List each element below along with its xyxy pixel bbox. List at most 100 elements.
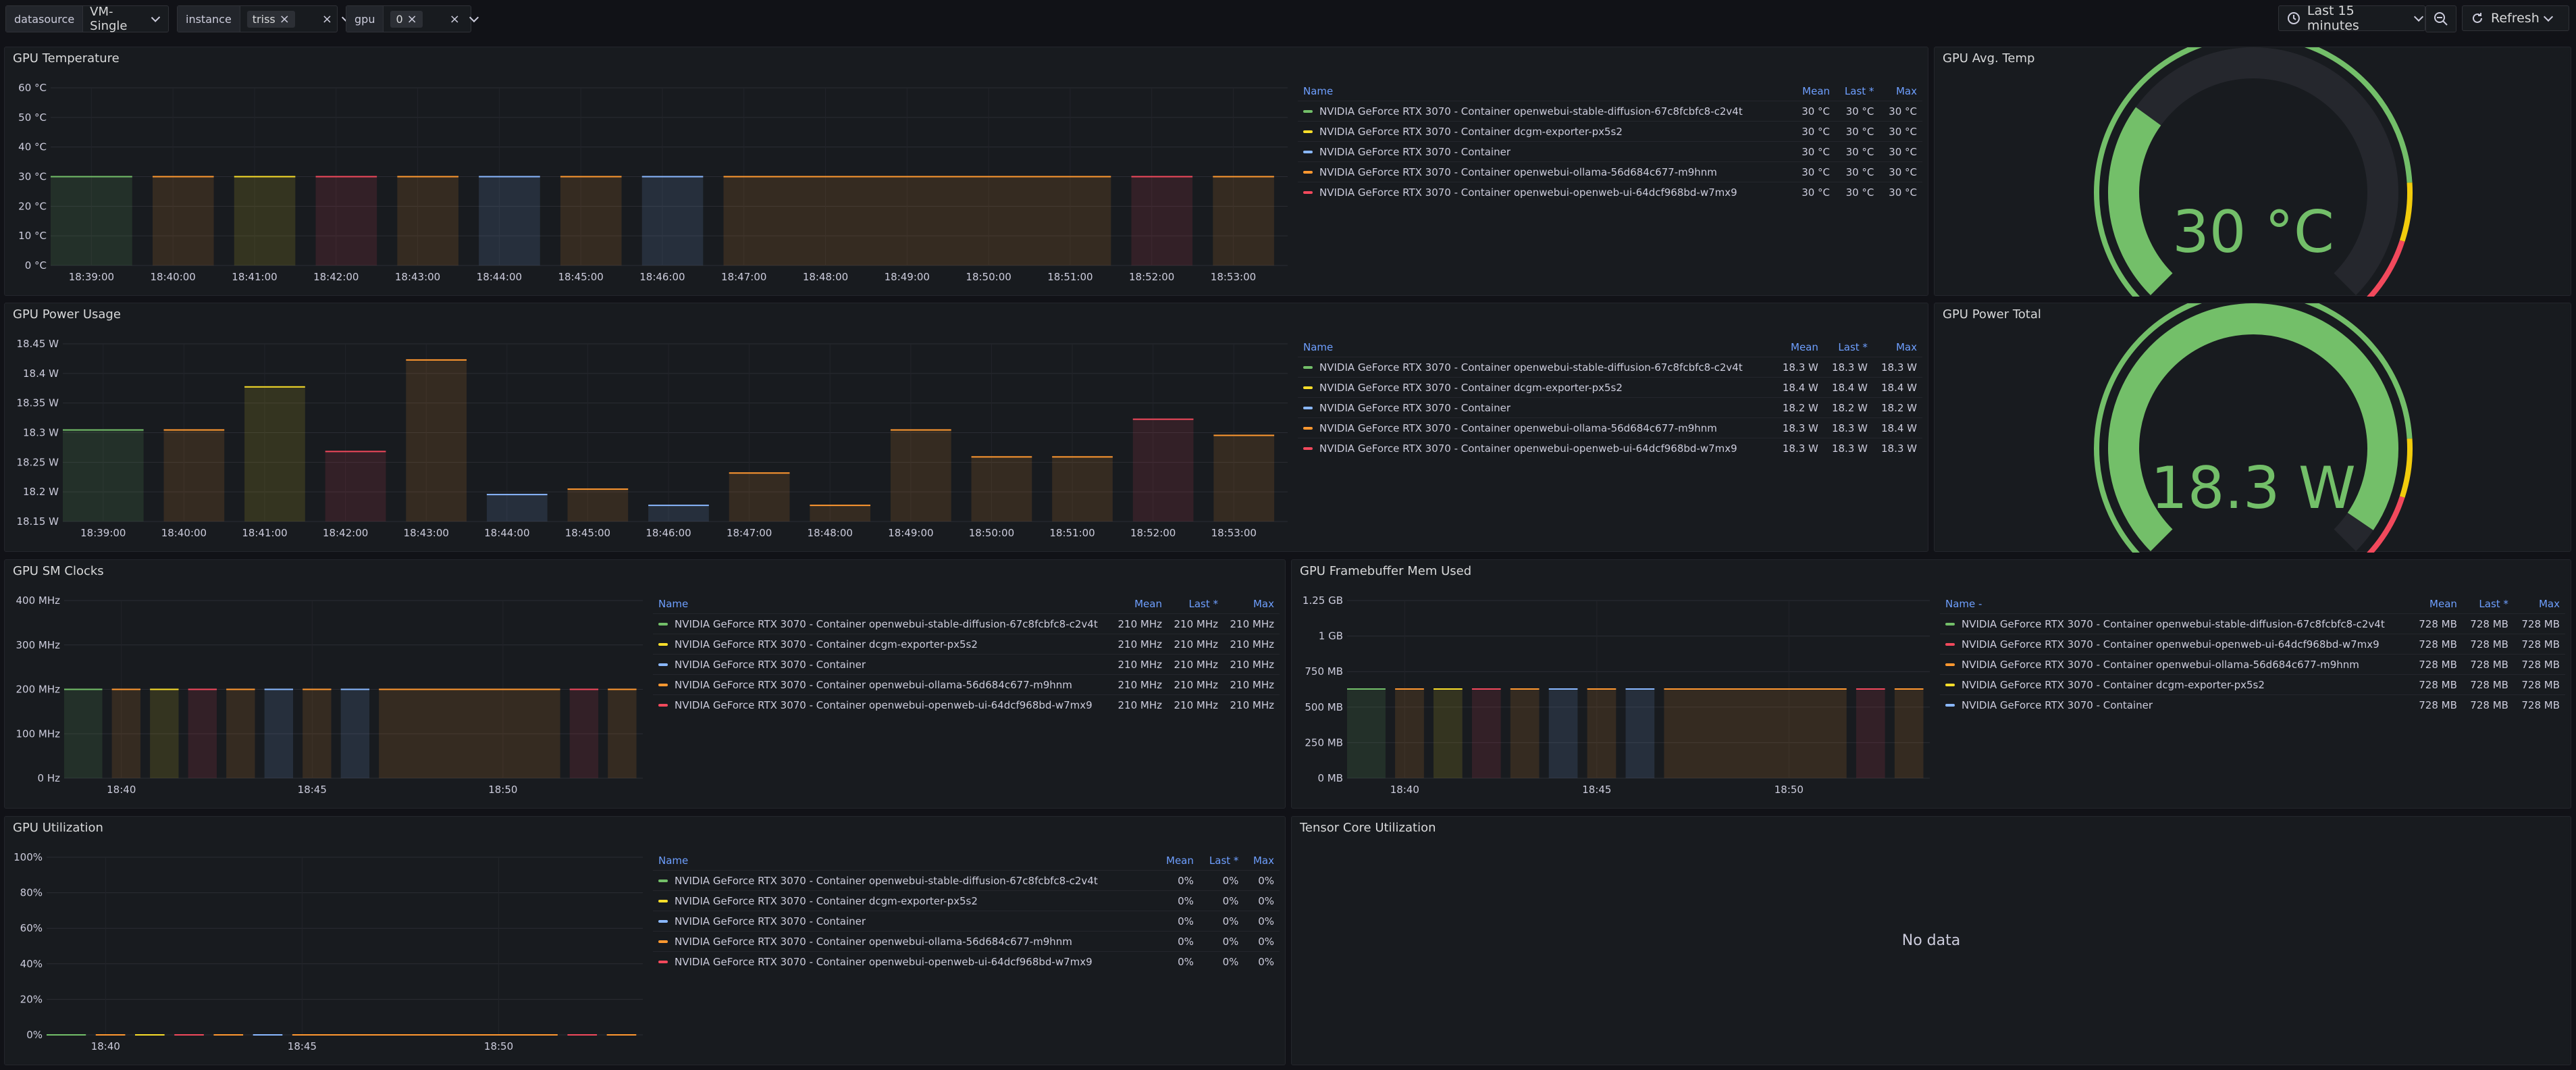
datasource-variable[interactable]: datasource VM-Single [5,5,169,33]
legend-row[interactable]: NVIDIA GeForce RTX 3070 - Container 30 °C… [1298,141,1922,162]
legend-header[interactable]: Name [1303,340,1334,353]
series-name[interactable]: NVIDIA GeForce RTX 3070 - Container open… [1319,422,1717,434]
series-name[interactable]: NVIDIA GeForce RTX 3070 - Container open… [675,955,1093,968]
legend-row[interactable]: NVIDIA GeForce RTX 3070 - Container open… [1298,161,1922,182]
legend-row[interactable]: NVIDIA GeForce RTX 3070 - Container dcgm… [1298,121,1922,142]
legend-row[interactable]: NVIDIA GeForce RTX 3070 - Container open… [653,951,1280,971]
gpu-power-usage-chart[interactable]: 18.45 W 18.4 W 18.35 W 18.3 W 18.25 W 18.2 W 1… [5,330,1294,550]
panel-title: GPU SM Clocks [13,564,104,578]
series-name[interactable]: NVIDIA GeForce RTX 3070 - Container dcgm… [1319,125,1623,138]
series-name[interactable]: NVIDIA GeForce RTX 3070 - Container open… [675,698,1093,711]
series-name[interactable]: NVIDIA GeForce RTX 3070 - Container open… [675,874,1098,887]
zoom-out-button[interactable] [2425,5,2456,32]
legend-header[interactable]: Last * [1188,597,1218,610]
legend-row[interactable]: NVIDIA GeForce RTX 3070 - Container 728 M… [1940,694,2565,715]
legend-row[interactable]: NVIDIA GeForce RTX 3070 - Container open… [1940,654,2565,675]
legend-row[interactable]: NVIDIA GeForce RTX 3070 - Container open… [1940,634,2565,655]
legend-row[interactable]: NVIDIA GeForce RTX 3070 - Container open… [653,870,1280,891]
legend-header[interactable]: Last * [1838,340,1868,353]
series-name[interactable]: NVIDIA GeForce RTX 3070 - Container [675,915,866,927]
legend-header[interactable]: Mean [1791,340,1818,353]
legend-row[interactable]: NVIDIA GeForce RTX 3070 - Container open… [653,931,1280,952]
legend-row[interactable]: NVIDIA GeForce RTX 3070 - Container open… [1298,417,1922,438]
chevron-down-icon[interactable] [469,12,479,23]
legend-row[interactable]: NVIDIA GeForce RTX 3070 - Container open… [1298,357,1922,378]
legend-header[interactable]: Last * [1844,84,1874,97]
legend-header[interactable]: Mean [2429,597,2457,610]
time-range-picker[interactable]: Last 15 minutes [2278,3,2425,33]
legend-row[interactable]: NVIDIA GeForce RTX 3070 - Container dcgm… [1940,674,2565,695]
series-name[interactable]: NVIDIA GeForce RTX 3070 - Container open… [1319,165,1717,178]
series-name[interactable]: NVIDIA GeForce RTX 3070 - Container [1962,698,2153,711]
series-name[interactable]: NVIDIA GeForce RTX 3070 - Container open… [675,678,1072,691]
legend-header[interactable]: Max [1253,854,1274,867]
series-name[interactable]: NVIDIA GeForce RTX 3070 - Container [675,658,866,671]
legend-row[interactable]: NVIDIA GeForce RTX 3070 - Container 210 M… [653,654,1280,675]
series-name[interactable]: NVIDIA GeForce RTX 3070 - Container open… [675,617,1098,630]
legend-row[interactable]: NVIDIA GeForce RTX 3070 - Container open… [1298,101,1922,122]
series-name[interactable]: NVIDIA GeForce RTX 3070 - Container open… [1962,638,2380,651]
gauge-value-arc [2108,303,2398,551]
series-name[interactable]: NVIDIA GeForce RTX 3070 - Container [1319,401,1511,414]
legend-header[interactable]: Name [1303,84,1334,97]
remove-icon[interactable]: × [406,11,417,26]
legend-header[interactable]: Name [658,854,689,867]
instance-variable[interactable]: instance triss × × [177,5,352,32]
legend-header[interactable]: Last * [2479,597,2508,610]
series-name[interactable]: NVIDIA GeForce RTX 3070 - Container dcgm… [1962,678,2265,691]
legend-header[interactable]: Max [1895,340,1917,353]
series-name[interactable]: NVIDIA GeForce RTX 3070 - Container dcgm… [675,638,978,651]
series-name[interactable]: NVIDIA GeForce RTX 3070 - Container open… [1319,105,1743,118]
remove-icon[interactable]: × [279,11,290,26]
legend-header[interactable]: Mean [1802,84,1831,97]
legend-header[interactable]: Mean [1134,597,1162,610]
legend-header[interactable]: Max [1253,597,1274,610]
series-name[interactable]: NVIDIA GeForce RTX 3070 - Container dcgm… [675,894,978,907]
gpu-chip[interactable]: 0 × [390,10,423,28]
series-name[interactable]: NVIDIA GeForce RTX 3070 - Container open… [1962,617,2385,630]
gpu-variable[interactable]: gpu 0 × × [346,5,479,32]
legend-header[interactable]: Name [658,597,689,610]
clear-icon[interactable]: × [321,11,332,26]
instance-chip[interactable]: triss × [246,10,295,28]
legend-row[interactable]: NVIDIA GeForce RTX 3070 - Container dcgm… [653,890,1280,911]
legend-row[interactable]: NVIDIA GeForce RTX 3070 - Container dcgm… [1298,377,1922,398]
legend-row[interactable]: NVIDIA GeForce RTX 3070 - Container 18.2 … [1298,397,1922,418]
series-name[interactable]: NVIDIA GeForce RTX 3070 - Container [1319,145,1511,158]
legend-row[interactable]: NVIDIA GeForce RTX 3070 - Container open… [653,613,1280,634]
legend-header[interactable]: Name - [1945,597,1982,610]
series-area [569,689,599,778]
refresh-button[interactable]: Refresh [2462,5,2569,31]
legend-header[interactable]: Max [1895,84,1917,97]
legend-mean: 30 °C [1792,141,1836,162]
legend-header[interactable]: Max [2538,597,2560,610]
gpu-sm-clocks-chart[interactable]: 400 MHz 300 MHz 200 MHz 100 MHz 0 Hz 18:40 18:… [5,587,650,807]
legend-row[interactable]: NVIDIA GeForce RTX 3070 - Container open… [1298,438,1922,458]
clear-icon[interactable]: × [449,11,460,26]
gpu-framebuffer-chart[interactable]: 1.25 GB 1 GB 750 MB 500 MB 250 MB 0 MB 18:40 18… [1292,587,1937,807]
x-tick-label: 18:41:00 [242,527,287,539]
legend-row[interactable]: NVIDIA GeForce RTX 3070 - Container open… [1940,613,2565,634]
series-area [1132,419,1194,521]
legend-header[interactable]: Last * [1209,854,1239,867]
series-name[interactable]: NVIDIA GeForce RTX 3070 - Container open… [1319,442,1737,455]
gpu-utilization-chart[interactable]: 100% 80% 60% 40% 20% 0% 18:40 18:45 18:50 [5,844,650,1063]
series-name[interactable]: NVIDIA GeForce RTX 3070 - Container open… [675,935,1072,948]
series-name[interactable]: NVIDIA GeForce RTX 3070 - Container open… [1319,186,1737,199]
legend-row[interactable]: NVIDIA GeForce RTX 3070 - Container 0% 0% 0… [653,911,1280,932]
datasource-value[interactable]: VM-Single [90,5,128,33]
series-name[interactable]: NVIDIA GeForce RTX 3070 - Container open… [1962,658,2359,671]
legend-row[interactable]: NVIDIA GeForce RTX 3070 - Container open… [1298,182,1922,202]
series-name[interactable]: NVIDIA GeForce RTX 3070 - Container open… [1319,361,1743,374]
legend-row[interactable]: NVIDIA GeForce RTX 3070 - Container open… [653,694,1280,715]
legend-mean: 728 MB [2411,694,2463,715]
legend-header[interactable]: Mean [1166,854,1194,867]
chevron-down-icon[interactable] [2543,11,2553,22]
threshold-band-yellow [2399,182,2413,242]
legend-row[interactable]: NVIDIA GeForce RTX 3070 - Container dcgm… [653,634,1280,655]
chevron-down-icon[interactable] [151,13,161,22]
legend-row[interactable]: NVIDIA GeForce RTX 3070 - Container open… [653,674,1280,695]
x-tick-label: 18:49:00 [885,271,930,283]
gpu-temperature-chart[interactable]: 60 °C 50 °C 40 °C 30 °C 20 °C 10 °C 0 °C 18:39:… [5,74,1294,294]
series-name[interactable]: NVIDIA GeForce RTX 3070 - Container dcgm… [1319,381,1623,394]
